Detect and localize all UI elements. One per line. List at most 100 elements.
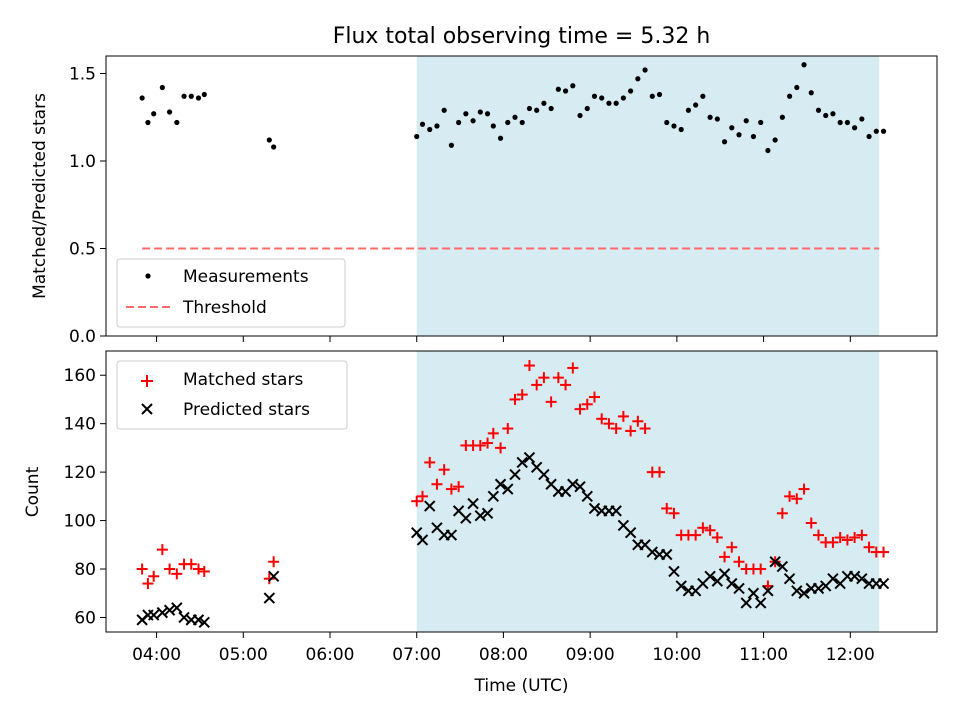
matched-star-point [516, 389, 528, 401]
bottom-data-marks [136, 360, 890, 629]
matched-star-point [148, 570, 160, 582]
bottom-xtick-label: 06:00 [306, 645, 355, 665]
matched-star-point [812, 529, 824, 541]
matched-star-point [192, 563, 204, 575]
measurement-point [873, 128, 879, 134]
matched-star-point [603, 418, 615, 430]
matched-star-point [567, 362, 579, 374]
matched-star-point [581, 398, 593, 410]
predicted-star-point [661, 548, 673, 561]
matched-star-point [733, 556, 745, 568]
measurement-point [427, 126, 433, 133]
predicted-star-point [267, 570, 280, 582]
matched-star-point [482, 437, 494, 449]
matched-star-point [668, 507, 680, 519]
bottom-xtick-label: 05:00 [219, 645, 268, 665]
measurement-point [620, 95, 626, 101]
measurement-point [414, 133, 420, 140]
matched-star-point [827, 536, 839, 548]
measurement-point [628, 88, 634, 94]
measurement-point [642, 67, 648, 73]
measurement-point [830, 111, 836, 117]
matched-star-point [878, 546, 890, 558]
predicted-star-point [769, 556, 781, 568]
matched-star-point [263, 573, 275, 585]
matched-star-point [841, 534, 853, 546]
predicted-star-point [474, 510, 487, 522]
legend-predicted-marker [141, 403, 153, 415]
measurement-point [534, 107, 540, 113]
matched-star-point [639, 423, 651, 435]
top-legend-box [116, 258, 346, 328]
matched-star-point [171, 568, 183, 580]
measurement-point [852, 125, 858, 131]
bottom-xtick-label: 07:00 [392, 645, 441, 665]
matched-star-point [574, 403, 586, 415]
bottom-panel: 60 80 100 120 140 160 04:00 05:00 06:00 07:00 08:… [23, 350, 938, 696]
legend-measurements-label: Measurements [183, 267, 309, 287]
top-x-ticks [156, 336, 851, 342]
top-ytick-label: 0.0 [69, 327, 96, 347]
x-axis-label: Time (UTC) [474, 676, 569, 696]
measurement-point [765, 147, 771, 154]
matched-star-point [849, 532, 861, 544]
matched-star-point [697, 522, 709, 534]
measurement-point [729, 125, 735, 131]
measurement-point [758, 119, 764, 126]
predicted-star-point [502, 483, 514, 495]
matched-star-point [268, 556, 280, 568]
matched-star-point [719, 551, 731, 563]
matched-star-point [136, 563, 148, 575]
matched-star-point [453, 481, 465, 493]
predicted-star-point [812, 582, 825, 595]
measurement-point [584, 105, 590, 112]
predicted-star-point [574, 480, 586, 493]
matched-star-point [424, 456, 436, 468]
measurement-point [577, 112, 583, 119]
matched-star-point [417, 490, 429, 502]
predicted-star-point [192, 614, 205, 626]
measurement-point [497, 135, 504, 141]
matched-star-point [856, 529, 868, 541]
predicted-star-point [798, 587, 810, 599]
measurement-point [519, 119, 525, 126]
measurement-point [656, 91, 663, 98]
measurement-point [477, 109, 483, 115]
measurement-point [866, 133, 872, 140]
measurement-point [591, 93, 598, 99]
measurement-point [772, 137, 778, 143]
predicted-star-point [445, 529, 458, 541]
top-panel: 0.0 0.5 1.0 1.5 Matched/Predicted stars Mea… [30, 55, 938, 347]
matched-star-point [502, 423, 514, 435]
measurement-point [512, 114, 518, 120]
predicted-star-point [610, 505, 622, 517]
matched-star-point [834, 532, 846, 544]
predicted-star-point [718, 568, 731, 580]
measurement-point [145, 119, 151, 126]
predicted-star-point [494, 478, 507, 490]
measurement-point [779, 114, 785, 120]
predicted-star-point [538, 468, 550, 481]
measurement-point [678, 126, 684, 133]
legend-matched-label: Matched stars [183, 370, 303, 390]
matched-star-point [798, 483, 810, 495]
bottom-ytick-label: 100 [64, 512, 96, 532]
predicted-star-point [733, 582, 745, 595]
matched-star-point [487, 427, 499, 439]
matched-star-point [531, 379, 543, 391]
measurement-point [166, 109, 173, 115]
measurement-point [693, 102, 699, 108]
matched-star-point [164, 563, 176, 575]
measurement-point [470, 118, 476, 124]
predicted-star-point [877, 577, 890, 590]
predicted-star-point [523, 451, 536, 464]
measurement-point [736, 132, 742, 138]
measurement-point [419, 121, 426, 127]
measurement-point [714, 116, 720, 122]
predicted-star-point [791, 585, 803, 597]
bottom-xtick-label: 09:00 [566, 645, 615, 665]
predicted-star-point [740, 597, 752, 609]
measurement-point [434, 123, 440, 129]
measurement-point [880, 128, 887, 134]
